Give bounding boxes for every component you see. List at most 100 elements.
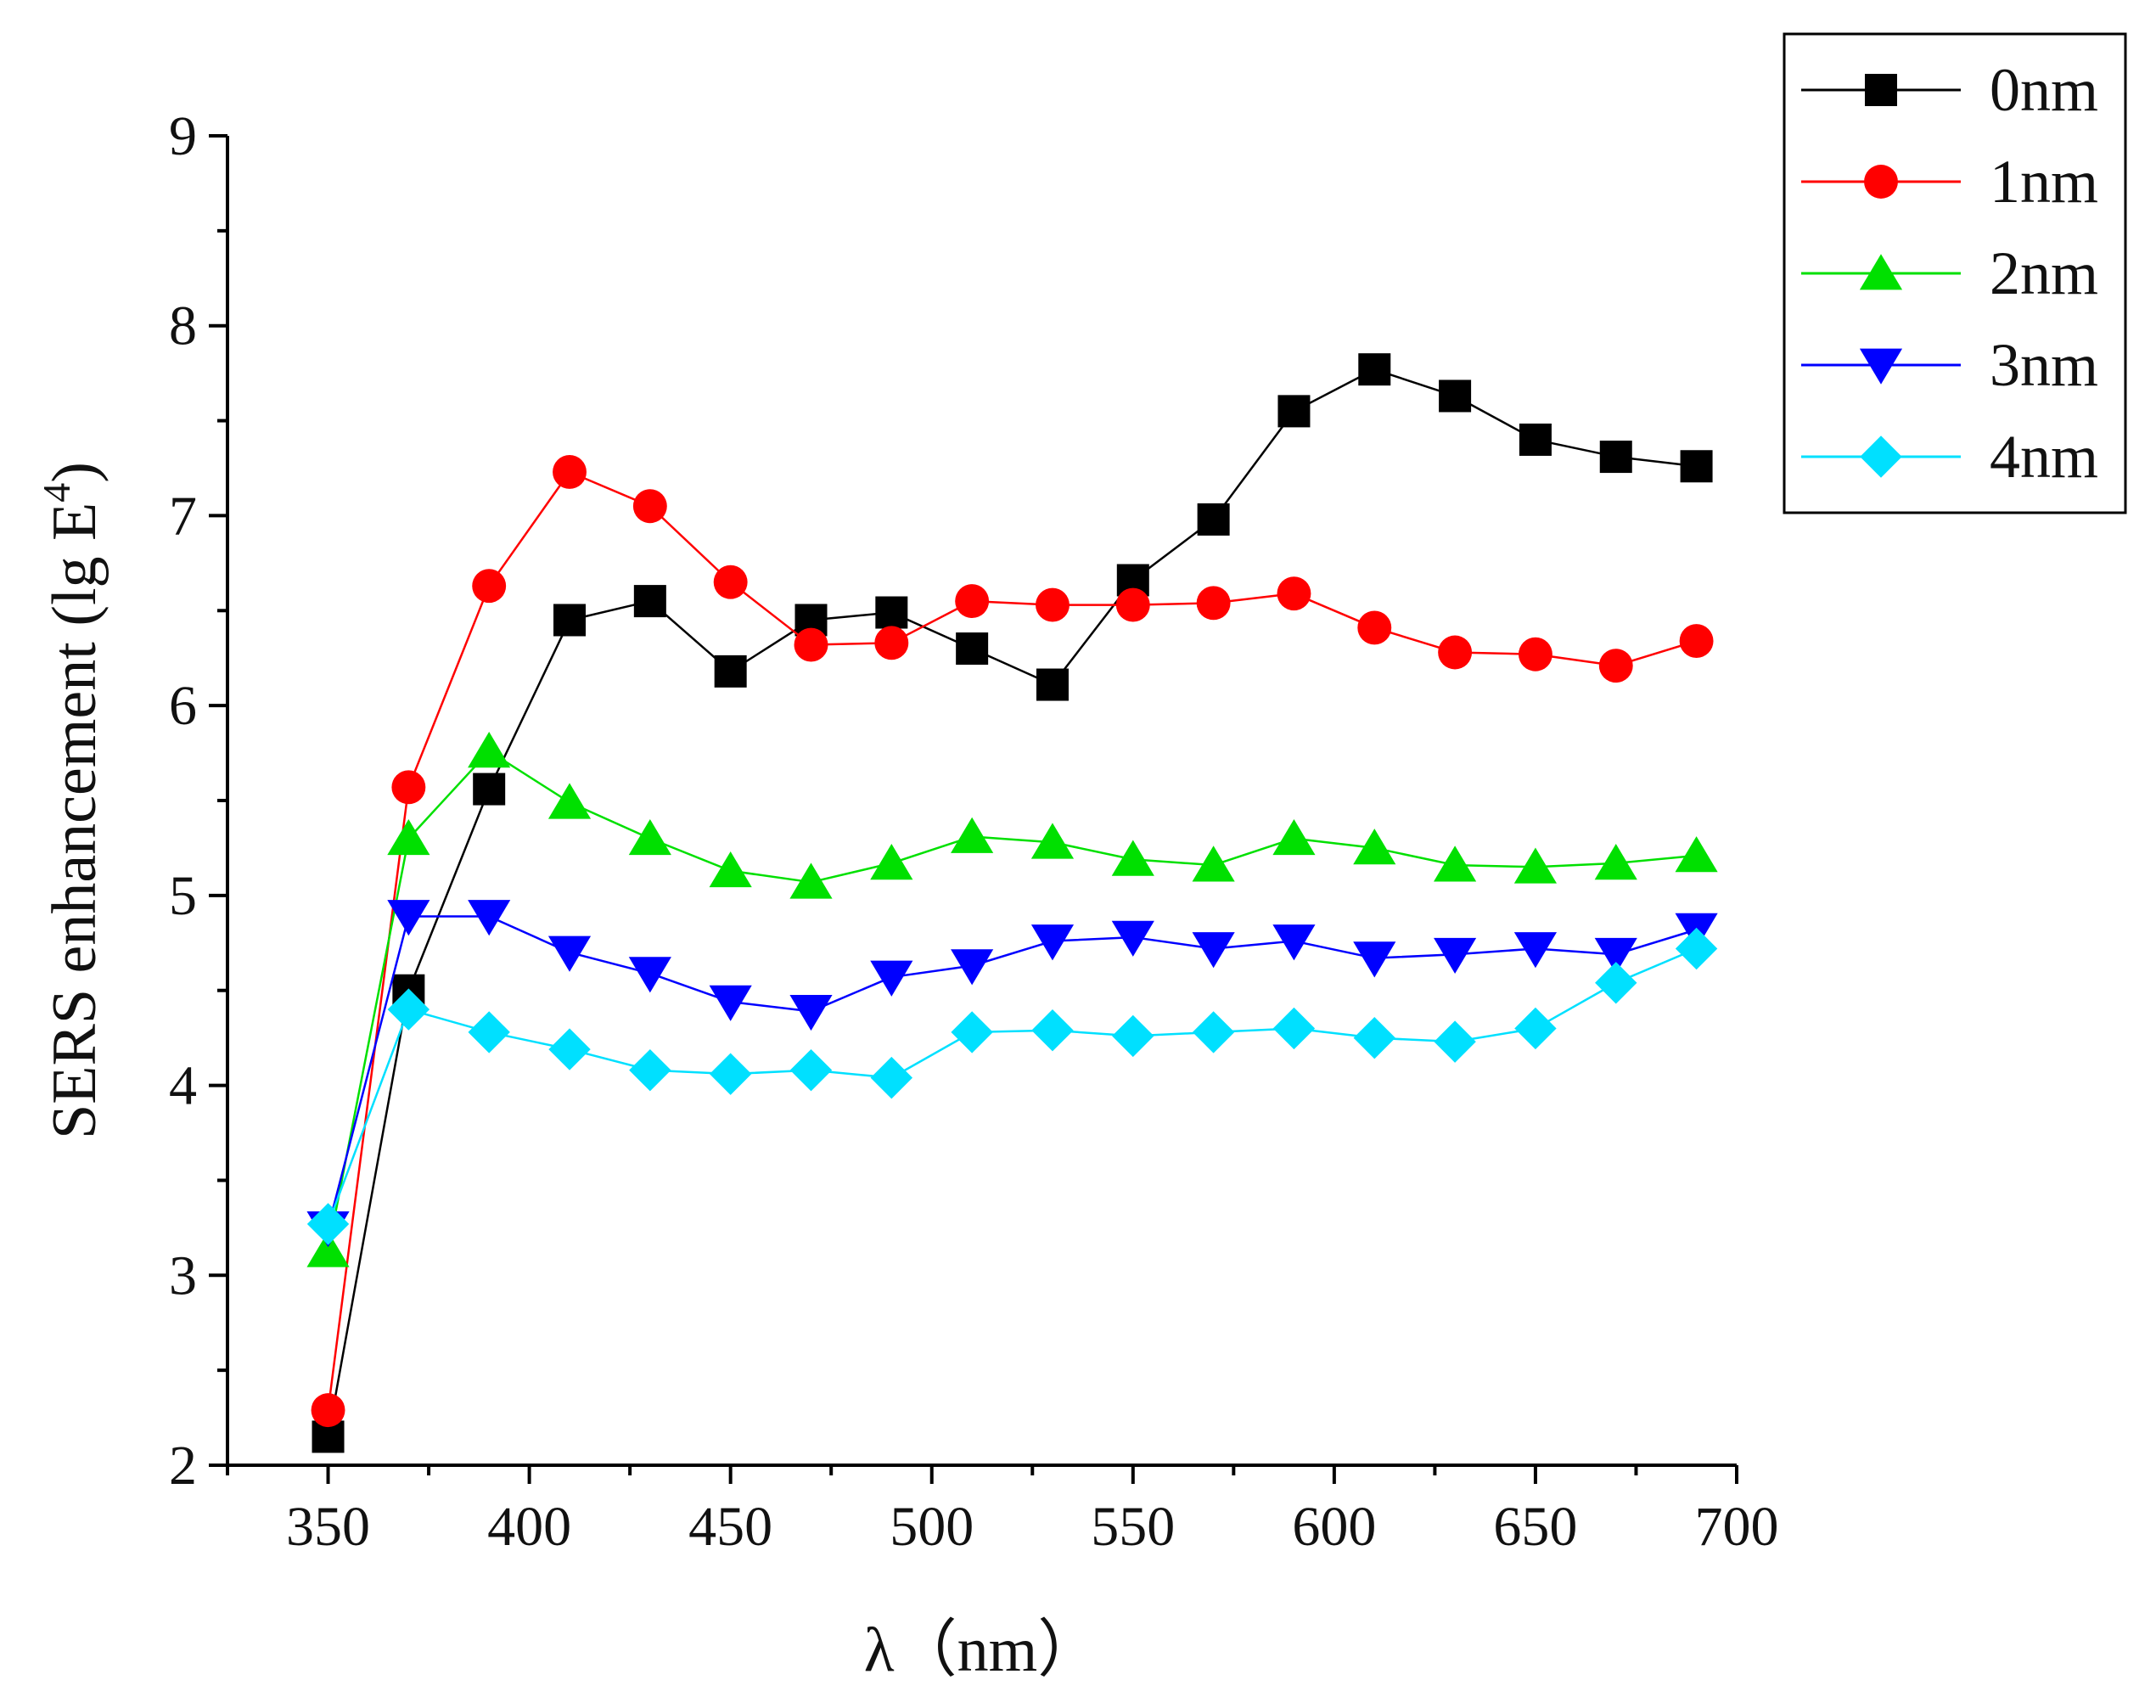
point-2nm-490 xyxy=(870,844,913,880)
legend-marker-4nm xyxy=(1860,435,1902,478)
point-1nm-670 xyxy=(1598,649,1633,683)
point-4nm-450 xyxy=(709,1053,752,1095)
point-2nm-350 xyxy=(306,1231,350,1267)
point-0nm-510 xyxy=(956,632,989,666)
point-1nm-490 xyxy=(874,626,909,660)
series-0nm xyxy=(312,353,1713,1453)
series-line-4nm xyxy=(327,947,1698,1225)
point-3nm-570 xyxy=(1192,932,1235,969)
series-layer xyxy=(306,353,1718,1453)
point-4nm-410 xyxy=(548,1028,591,1070)
point-1nm-450 xyxy=(713,565,748,599)
point-1nm-370 xyxy=(391,770,426,805)
point-4nm-690 xyxy=(1675,927,1718,970)
point-1nm-510 xyxy=(955,584,990,619)
point-3nm-610 xyxy=(1353,941,1396,978)
y-tick-label-6: 6 xyxy=(169,675,197,737)
series-2nm xyxy=(306,732,1718,1267)
point-4nm-590 xyxy=(1272,1007,1316,1050)
legend-marker-1nm xyxy=(1864,165,1898,199)
point-1nm-430 xyxy=(632,489,667,524)
legend-label-0nm: 0nm xyxy=(1990,56,2098,124)
point-1nm-630 xyxy=(1438,635,1473,670)
point-2nm-630 xyxy=(1434,846,1477,882)
point-1nm-350 xyxy=(311,1393,345,1428)
legend-label-2nm: 2nm xyxy=(1990,239,2098,307)
point-0nm-530 xyxy=(1036,668,1069,701)
y-ticks: 2 3 4 5 6 7 8 9 xyxy=(169,105,227,1497)
point-0nm-490 xyxy=(875,596,908,629)
y-tick-label-5: 5 xyxy=(169,865,197,927)
point-2nm-370 xyxy=(387,818,430,856)
y-axis-title-superscript: 4 xyxy=(35,483,78,503)
series-line-3nm xyxy=(327,915,1697,1228)
point-2nm-430 xyxy=(628,818,671,856)
y-axis-title-close: ) xyxy=(40,462,109,483)
point-0nm-570 xyxy=(1197,503,1230,536)
point-3nm-370 xyxy=(387,900,430,936)
point-0nm-690 xyxy=(1680,450,1713,483)
point-1nm-690 xyxy=(1679,624,1714,659)
y-tick-label-2: 2 xyxy=(169,1435,197,1497)
legend: 0nm 1nm 2nm 3nm 4nm xyxy=(1783,32,2127,514)
point-4nm-470 xyxy=(789,1048,833,1092)
point-3nm-510 xyxy=(951,949,994,986)
x-tick-label-600: 600 xyxy=(1292,1496,1376,1558)
point-2nm-590 xyxy=(1272,818,1316,856)
point-2nm-450 xyxy=(709,851,752,888)
point-4nm-530 xyxy=(1031,1009,1074,1052)
point-3nm-430 xyxy=(628,957,671,993)
y-tick-label-9: 9 xyxy=(169,105,197,167)
point-3nm-550 xyxy=(1111,920,1154,957)
point-1nm-590 xyxy=(1277,576,1311,611)
point-1nm-390 xyxy=(472,569,507,604)
legend-marker-0nm xyxy=(1865,74,1897,106)
point-1nm-570 xyxy=(1196,586,1231,621)
series-3nm xyxy=(306,900,1718,1248)
y-tick-label-8: 8 xyxy=(169,295,197,357)
y-tick-label-7: 7 xyxy=(169,485,197,547)
y-tick-label-3: 3 xyxy=(169,1244,197,1306)
point-2nm-530 xyxy=(1030,823,1075,859)
legend-label-1nm: 1nm xyxy=(1990,148,2098,216)
series-line-2nm xyxy=(327,750,1697,1251)
point-4nm-490 xyxy=(870,1056,913,1099)
point-1nm-530 xyxy=(1036,587,1070,622)
point-0nm-590 xyxy=(1277,395,1311,428)
point-0nm-630 xyxy=(1439,379,1472,413)
legend-label-3nm: 3nm xyxy=(1990,331,2098,399)
point-0nm-670 xyxy=(1599,441,1632,474)
point-0nm-610 xyxy=(1358,353,1391,386)
point-4nm-610 xyxy=(1353,1016,1395,1059)
point-3nm-390 xyxy=(468,900,511,936)
x-tick-label-400: 400 xyxy=(487,1496,571,1558)
point-2nm-550 xyxy=(1111,840,1154,876)
point-2nm-610 xyxy=(1353,829,1396,865)
point-3nm-470 xyxy=(789,994,833,1031)
x-tick-label-500: 500 xyxy=(890,1496,974,1558)
point-1nm-550 xyxy=(1115,587,1150,622)
point-4nm-630 xyxy=(1434,1020,1476,1063)
point-4nm-390 xyxy=(468,1011,510,1053)
point-2nm-670 xyxy=(1594,844,1637,880)
x-tick-label-650: 650 xyxy=(1493,1496,1577,1558)
point-3nm-630 xyxy=(1434,937,1477,975)
x-tick-label-350: 350 xyxy=(286,1496,370,1558)
x-ticks: 350 400 450 500 550 600 650 700 xyxy=(226,1465,1779,1558)
point-4nm-350 xyxy=(306,1203,350,1245)
point-4nm-670 xyxy=(1595,962,1637,1004)
point-3nm-670 xyxy=(1594,937,1637,975)
series-4nm xyxy=(306,927,1718,1245)
point-4nm-510 xyxy=(951,1011,993,1053)
point-2nm-410 xyxy=(547,783,592,819)
point-4nm-430 xyxy=(629,1048,671,1092)
point-4nm-370 xyxy=(387,988,430,1031)
point-2nm-570 xyxy=(1192,846,1235,882)
point-3nm-530 xyxy=(1030,924,1075,961)
point-4nm-650 xyxy=(1514,1007,1557,1050)
y-axis-title-main: SERS enhancement (lg E xyxy=(40,503,109,1139)
point-2nm-390 xyxy=(468,732,511,768)
x-tick-label-550: 550 xyxy=(1091,1496,1175,1558)
series-line-1nm xyxy=(327,470,1697,1411)
point-0nm-450 xyxy=(714,655,747,688)
